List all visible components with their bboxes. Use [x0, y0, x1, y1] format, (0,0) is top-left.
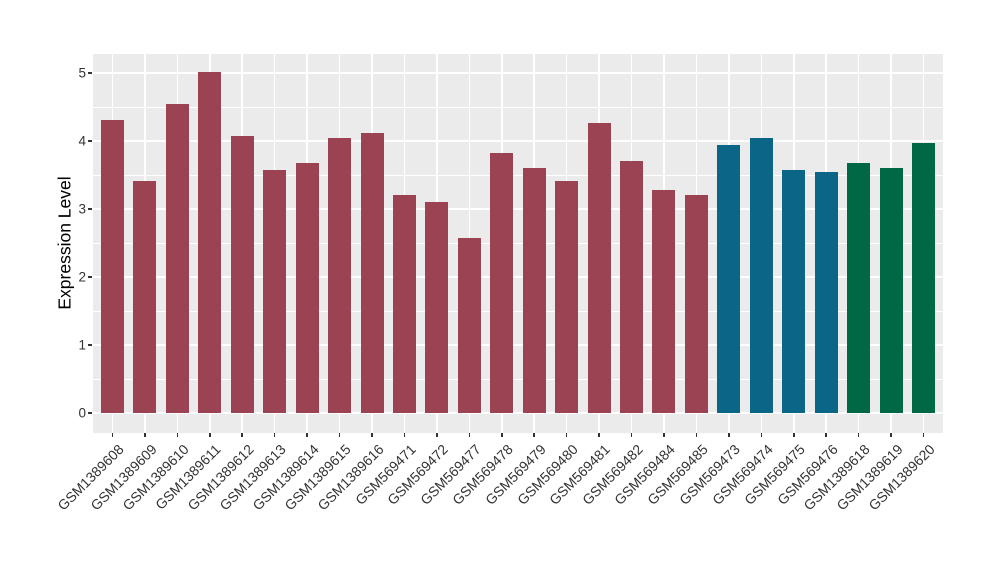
bar-GSM1389614 — [295, 162, 319, 413]
bar-GSM1389618 — [847, 162, 871, 413]
gridline-major — [93, 208, 943, 210]
gridline-minor — [93, 311, 943, 312]
bar-GSM569473 — [717, 145, 741, 413]
y-tick-mark — [88, 276, 92, 278]
x-tick-mark — [695, 433, 698, 437]
plot-panel — [93, 54, 943, 433]
bar-GSM569477 — [457, 237, 481, 413]
bar-GSM569472 — [425, 201, 449, 413]
bar-GSM569478 — [490, 152, 514, 413]
x-tick-mark — [630, 433, 633, 437]
x-tick-mark — [728, 433, 730, 437]
bar-GSM569471 — [392, 194, 416, 413]
x-tick-mark — [371, 433, 373, 437]
bar-GSM569481 — [587, 123, 611, 413]
x-tick-mark — [565, 433, 568, 437]
bar-GSM569474 — [749, 137, 773, 413]
x-tick-mark — [922, 433, 925, 437]
bar-GSM1389613 — [263, 169, 287, 413]
x-tick-mark — [436, 433, 438, 437]
bar-GSM1389608 — [100, 119, 124, 413]
x-tick-mark — [663, 433, 665, 437]
x-tick-mark — [111, 433, 114, 437]
gridline-minor — [93, 243, 943, 244]
gridline-minor — [93, 379, 943, 380]
x-tick-mark — [306, 433, 308, 437]
x-tick-mark — [273, 433, 276, 437]
bar-GSM1389619 — [879, 168, 903, 413]
x-tick-mark — [176, 433, 179, 437]
x-tick-mark — [760, 433, 763, 437]
gridline-major — [93, 412, 943, 414]
y-tick-mark — [88, 208, 92, 210]
bar-GSM1389620 — [912, 143, 936, 413]
bar-GSM1389616 — [360, 132, 384, 413]
x-tick-mark — [338, 433, 341, 437]
bar-GSM1389611 — [198, 72, 222, 413]
x-tick-mark — [468, 433, 471, 437]
bar-GSM1389609 — [133, 181, 157, 413]
y-tick-label: 2 — [78, 269, 86, 285]
y-axis-title: Expression Level — [54, 176, 75, 310]
y-tick-mark — [88, 412, 92, 414]
gridline-major — [93, 276, 943, 278]
bar-GSM569485 — [684, 194, 708, 413]
bar-GSM569475 — [782, 169, 806, 413]
gridline-major — [93, 140, 943, 142]
y-tick-mark — [88, 344, 92, 346]
bar-GSM569482 — [620, 161, 644, 413]
x-tick-mark — [857, 433, 860, 437]
bar-GSM569480 — [555, 181, 579, 413]
x-tick-mark — [598, 433, 600, 437]
bar-GSM1389615 — [328, 138, 352, 413]
x-tick-mark — [793, 433, 795, 437]
y-tick-label: 0 — [78, 405, 86, 421]
y-tick-label: 5 — [78, 65, 86, 81]
bar-GSM569476 — [814, 172, 838, 413]
x-tick-mark — [890, 433, 892, 437]
y-tick-mark — [88, 140, 92, 142]
y-tick-label: 4 — [78, 133, 86, 149]
x-tick-mark — [144, 433, 146, 437]
gridline-minor — [93, 175, 943, 176]
y-tick-label: 1 — [78, 337, 86, 353]
bar-GSM1389612 — [230, 136, 254, 413]
bar-GSM569479 — [522, 168, 546, 413]
y-tick-mark — [88, 72, 92, 74]
x-tick-mark — [825, 433, 827, 437]
bar-GSM1389610 — [165, 104, 189, 413]
y-tick-label: 3 — [78, 201, 86, 217]
gridline-minor — [93, 107, 943, 108]
x-tick-mark — [209, 433, 211, 437]
gridline-major — [93, 344, 943, 346]
x-tick-mark — [403, 433, 406, 437]
x-tick-mark — [533, 433, 535, 437]
x-tick-mark — [501, 433, 503, 437]
x-tick-mark — [241, 433, 243, 437]
bar-GSM569484 — [652, 189, 676, 413]
gridline-major — [93, 72, 943, 74]
